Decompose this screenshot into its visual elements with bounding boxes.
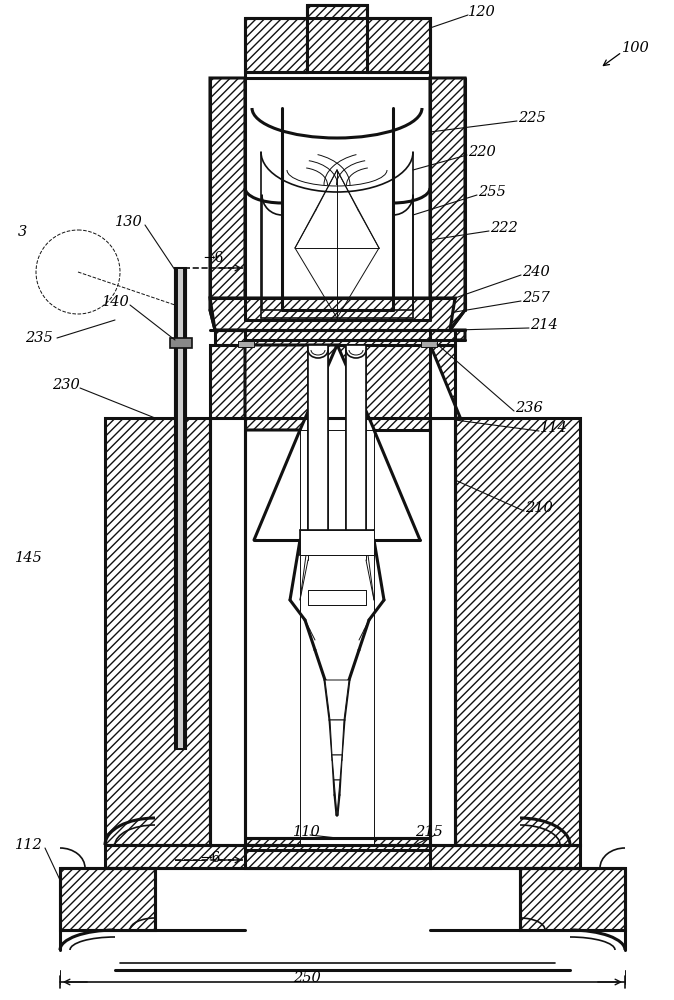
Polygon shape	[245, 345, 337, 430]
Text: 225: 225	[518, 111, 546, 125]
Text: 222: 222	[490, 221, 518, 235]
Text: 140: 140	[102, 295, 130, 309]
Text: 240: 240	[522, 265, 550, 279]
Polygon shape	[332, 755, 342, 780]
Polygon shape	[245, 845, 430, 868]
Polygon shape	[177, 268, 183, 748]
Text: 230: 230	[52, 378, 80, 392]
Polygon shape	[215, 330, 455, 345]
Polygon shape	[334, 780, 340, 815]
Polygon shape	[210, 78, 245, 330]
Text: 100: 100	[622, 41, 650, 55]
Text: →6: →6	[200, 851, 220, 865]
Text: →6: →6	[203, 251, 223, 265]
Polygon shape	[455, 418, 580, 845]
Text: 220: 220	[468, 145, 496, 159]
Polygon shape	[307, 5, 367, 72]
Text: 235: 235	[25, 331, 53, 345]
Text: 210: 210	[525, 501, 553, 515]
Polygon shape	[421, 341, 437, 347]
Text: 214: 214	[530, 318, 558, 332]
Polygon shape	[210, 345, 245, 430]
Polygon shape	[430, 78, 465, 330]
Text: 257: 257	[522, 291, 550, 305]
Polygon shape	[337, 345, 430, 430]
Polygon shape	[367, 18, 430, 72]
Text: 3: 3	[18, 225, 27, 239]
Polygon shape	[346, 345, 366, 530]
Text: 110: 110	[293, 825, 321, 839]
Text: 112: 112	[15, 838, 42, 852]
Polygon shape	[308, 345, 328, 530]
Polygon shape	[520, 868, 625, 930]
Polygon shape	[308, 590, 366, 605]
Text: 114: 114	[540, 421, 568, 435]
Text: 255: 255	[478, 185, 506, 199]
Polygon shape	[175, 268, 185, 748]
Text: 120: 120	[468, 5, 496, 19]
Polygon shape	[60, 868, 155, 930]
Polygon shape	[238, 341, 254, 347]
Polygon shape	[325, 680, 349, 720]
Polygon shape	[105, 845, 580, 868]
Polygon shape	[430, 345, 465, 430]
Polygon shape	[210, 418, 245, 845]
Text: 236: 236	[515, 401, 543, 415]
Polygon shape	[245, 838, 430, 850]
Polygon shape	[170, 338, 192, 348]
Text: 250: 250	[293, 971, 321, 985]
Text: 130: 130	[115, 215, 143, 229]
Polygon shape	[300, 430, 374, 845]
Text: 145: 145	[15, 551, 42, 565]
Polygon shape	[105, 418, 210, 845]
Text: 215: 215	[415, 825, 443, 839]
Polygon shape	[245, 18, 307, 72]
Polygon shape	[210, 298, 465, 340]
Polygon shape	[430, 418, 455, 845]
Polygon shape	[330, 720, 344, 755]
Polygon shape	[300, 530, 374, 555]
